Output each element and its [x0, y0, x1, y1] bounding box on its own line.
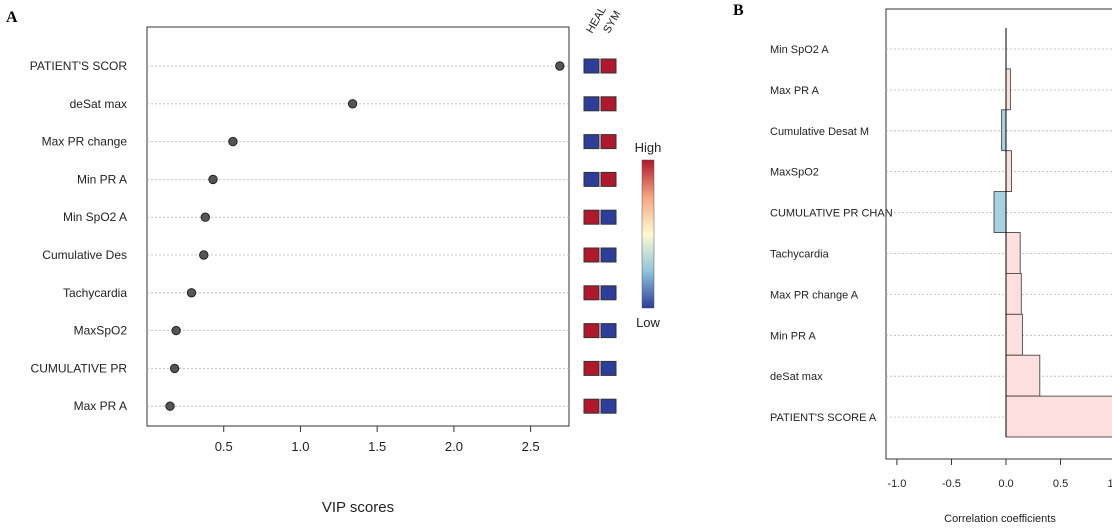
correlation-gridlines: [886, 48, 1112, 418]
heatmap-cell-heal: [583, 58, 600, 74]
correlation-bar: [1005, 354, 1041, 397]
heatmap-cell-sym: [600, 96, 617, 112]
vip-point: [171, 325, 181, 336]
heatmap-cell-sym: [600, 323, 617, 339]
vip-x-tick-label: 2.0: [445, 439, 463, 454]
heatmap-cell-heal: [583, 96, 600, 112]
correlation-category-label: Min SpO2 A: [770, 44, 829, 56]
heatmap-cell-heal: [583, 134, 600, 150]
vip-point: [555, 61, 565, 71]
correlation-x-tick-label: 1.0: [1107, 478, 1112, 490]
vip-x-tick-label: 1.5: [368, 439, 386, 454]
vip-category-label: CUMULATIVE PR: [31, 361, 128, 375]
vip-point: [347, 99, 358, 109]
heatmap-cell-sym: [600, 398, 617, 414]
heatmap-cell-heal: [583, 398, 600, 414]
correlation-bar: [1005, 68, 1011, 111]
correlation-bar: [1005, 150, 1012, 192]
vip-gridlines: [147, 65, 569, 407]
colorbar: High Low: [635, 140, 662, 330]
colorbar-gradient: [641, 159, 655, 309]
correlation-category-label: Cumulative Desat M: [770, 126, 869, 138]
correlation-category-label: PATIENT'S SCORE A: [770, 412, 877, 424]
heatmap-cell-sym: [600, 247, 617, 263]
panel-a-letter: A: [6, 9, 18, 26]
correlation-bar: [1001, 109, 1007, 152]
heatmap-cell-sym: [600, 360, 617, 376]
vip-category-labels: PATIENT'S SCOR deSat max Max PR change Min …: [30, 59, 128, 413]
vip-category-label: Cumulative Des: [42, 248, 127, 262]
correlation-bar: [1005, 272, 1022, 315]
correlation-x-ticks: -1.0 -0.5 0.0 0.5 1.0: [887, 459, 1112, 490]
vip-category-label: Max PR change: [42, 135, 128, 149]
correlation-x-tick-label: 0.5: [1053, 478, 1068, 490]
heatmap-cell-heal: [583, 171, 600, 187]
heatmap-cell-heal: [583, 360, 600, 376]
vip-panel: PATIENT'S SCOR deSat max Max PR change Min …: [30, 5, 662, 516]
correlation-plot-frame: [885, 8, 1112, 460]
vip-point: [199, 250, 209, 260]
heatmap-cell-sym: [600, 285, 617, 301]
vip-point: [200, 212, 211, 222]
vip-point: [165, 401, 175, 411]
correlation-x-tick-label: 0.0: [998, 478, 1013, 490]
vip-x-axis-title: VIP scores: [322, 499, 394, 516]
vip-category-label: Min PR A: [77, 172, 127, 186]
correlation-category-label: deSat max: [770, 371, 823, 383]
vip-category-label: MaxSpO2: [74, 324, 128, 338]
vip-x-ticks: 0.5 1.0 1.5 2.0 2.5: [215, 426, 540, 454]
heatmap-cell-heal: [583, 209, 600, 225]
correlation-bar: [1005, 232, 1021, 274]
vip-plot-frame: [146, 26, 570, 427]
vip-points: [165, 61, 565, 411]
correlation-bar: [993, 191, 1007, 233]
correlation-category-label: Max PR change A: [770, 289, 859, 301]
correlation-category-label: Tachycardia: [770, 249, 830, 261]
heatmap-cell-sym: [600, 171, 617, 187]
heatmap-cell-heal: [583, 323, 600, 339]
correlation-bar: [1005, 395, 1112, 438]
vip-x-tick-label: 1.0: [291, 439, 309, 454]
group-heatmap: [583, 58, 617, 414]
vip-x-tick-label: 0.5: [215, 439, 233, 454]
heatmap-cell-sym: [600, 58, 617, 74]
heatmap-cell-heal: [583, 285, 600, 301]
vip-category-label: Min SpO2 A: [63, 210, 127, 224]
vip-category-label: deSat max: [70, 97, 127, 111]
vip-point: [169, 363, 180, 374]
correlation-category-label: MaxSpO2: [770, 167, 819, 179]
heatmap-cell-sym: [600, 134, 617, 150]
heatmap-cell-sym: [600, 209, 617, 225]
panel-b-letter: B: [733, 2, 744, 19]
vip-category-label: Max PR A: [74, 399, 127, 413]
correlation-category-label: CUMULATIVE PR CHAN: [770, 208, 893, 220]
correlation-x-axis-title: Correlation coefficients: [944, 513, 1056, 525]
vip-x-tick-label: 2.5: [522, 439, 540, 454]
correlation-bar: [1005, 313, 1023, 356]
heatmap-cell-heal: [583, 247, 600, 263]
colorbar-low-label: Low: [636, 315, 660, 330]
correlation-bars: [993, 68, 1112, 438]
vip-point: [228, 136, 238, 147]
correlation-panel: Min SpO2 A Max PR A Cumulative Desat M MaxS…: [770, 8, 1112, 525]
vip-point: [208, 174, 218, 185]
vip-category-label: Tachycardia: [63, 286, 127, 300]
vip-point: [186, 288, 197, 298]
correlation-category-labels: Min SpO2 A Max PR A Cumulative Desat M MaxS…: [770, 44, 893, 424]
correlation-category-label: Min PR A: [770, 330, 817, 342]
correlation-category-label: Max PR A: [770, 85, 820, 97]
colorbar-high-label: High: [635, 140, 662, 155]
correlation-x-tick-label: -1.0: [887, 478, 906, 490]
vip-category-label: PATIENT'S SCOR: [30, 59, 128, 73]
correlation-x-tick-label: -0.5: [942, 478, 961, 490]
